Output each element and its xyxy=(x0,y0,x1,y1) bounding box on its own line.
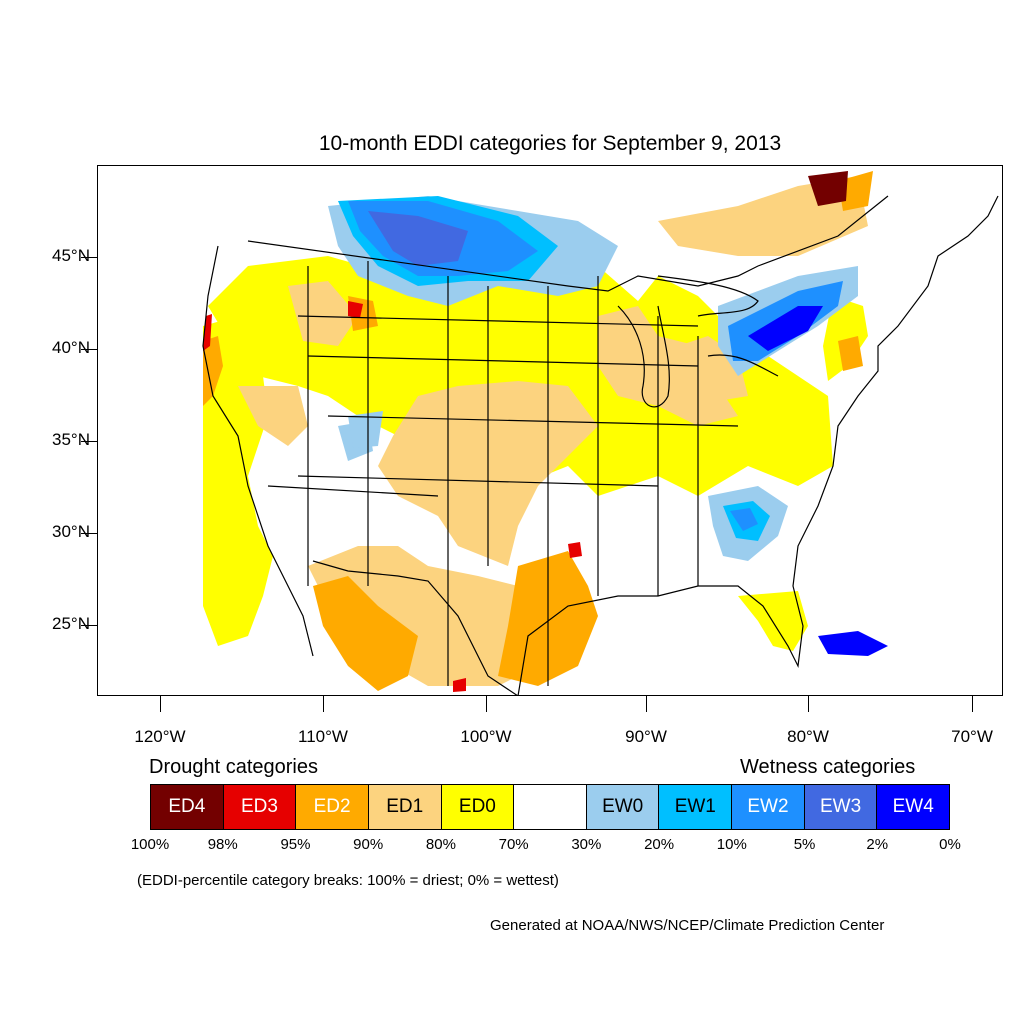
map-title: 10-month EDDI categories for September 9… xyxy=(318,132,782,155)
legend-swatch: EW1 xyxy=(659,785,733,829)
region-ed1-nw xyxy=(288,281,358,346)
lat-label: 25°N xyxy=(52,614,90,633)
lon-tick xyxy=(486,696,487,712)
percentile-label: 100% xyxy=(130,836,170,853)
percentile-note: (EDDI-percentile category breaks: 100% =… xyxy=(137,872,559,889)
legend-bar: ED4 ED3 ED2 ED1 ED0 EW0 EW1 EW2 EW3 EW4 xyxy=(150,784,950,830)
percentile-label: 90% xyxy=(353,836,384,853)
coastlines xyxy=(202,195,999,695)
percentile-label: 2% xyxy=(866,836,889,853)
region-ed2-west xyxy=(203,336,223,406)
region-ed3-d xyxy=(453,678,466,692)
percentile-label: 30% xyxy=(571,836,602,853)
lat-tick xyxy=(81,441,97,442)
region-ew1-caribbean xyxy=(818,631,888,656)
region-ed0-newengland xyxy=(823,296,868,381)
region-ed1-midwest xyxy=(598,306,738,426)
region-ew0-colorado xyxy=(348,411,383,448)
legend-swatch: EW0 xyxy=(586,785,660,829)
region-ed3-c xyxy=(203,314,212,351)
lon-label: 70°W xyxy=(951,727,993,746)
lon-label: 120°W xyxy=(134,727,186,746)
legend-swatch: ED2 xyxy=(296,785,369,829)
lat-label: 40°N xyxy=(52,338,90,357)
region-ed2-sw xyxy=(313,576,418,691)
percentile-label: 20% xyxy=(644,836,675,853)
lat-label: 35°N xyxy=(52,430,90,449)
percentile-label: 70% xyxy=(498,836,529,853)
legend-swatch: ED4 xyxy=(151,785,224,829)
region-ed3-b xyxy=(568,542,582,558)
lon-label: 90°W xyxy=(625,727,667,746)
lat-tick xyxy=(81,625,97,626)
region-ed4 xyxy=(808,171,848,206)
percentile-label: 10% xyxy=(716,836,747,853)
legend-swatch: EW2 xyxy=(732,785,805,829)
legend-swatch: ED0 xyxy=(441,785,515,829)
lat-label: 45°N xyxy=(52,246,90,265)
legend-swatch xyxy=(514,785,587,829)
region-ed2-northeast xyxy=(838,336,863,371)
region-ed3-a xyxy=(348,301,363,318)
credit-line: Generated at NOAA/NWS/NCEP/Climate Predi… xyxy=(490,917,885,934)
lon-label: 100°W xyxy=(460,727,512,746)
region-ew2-southeast xyxy=(730,508,758,531)
lon-tick xyxy=(160,696,161,712)
lat-tick xyxy=(81,533,97,534)
lon-label: 110°W xyxy=(298,727,348,746)
wetness-categories-heading: Wetness categories xyxy=(740,756,916,778)
region-ew4-east xyxy=(748,306,823,351)
lat-tick xyxy=(81,349,97,350)
percentile-label: 0% xyxy=(939,836,961,853)
legend-swatch: EW3 xyxy=(804,785,878,829)
lon-tick xyxy=(972,696,973,712)
map-frame xyxy=(97,165,1003,696)
drought-categories-heading: Drought categories xyxy=(149,756,318,778)
legend-swatch: EW4 xyxy=(877,785,950,829)
region-ew3-north xyxy=(368,211,468,266)
percentile-label: 5% xyxy=(793,836,816,853)
lon-label: 80°W xyxy=(787,727,829,746)
legend-swatch: ED3 xyxy=(223,785,297,829)
percentile-label: 80% xyxy=(425,836,456,853)
lon-tick xyxy=(808,696,809,712)
lat-tick xyxy=(81,257,97,258)
legend-swatch: ED1 xyxy=(368,785,442,829)
eddi-map xyxy=(202,166,1002,695)
percentile-label: 98% xyxy=(207,836,238,853)
region-ed1-great-basin xyxy=(238,386,308,446)
lat-label: 30°N xyxy=(52,522,90,541)
lon-tick xyxy=(323,696,324,712)
lon-tick xyxy=(646,696,647,712)
percentile-label: 95% xyxy=(280,836,311,853)
